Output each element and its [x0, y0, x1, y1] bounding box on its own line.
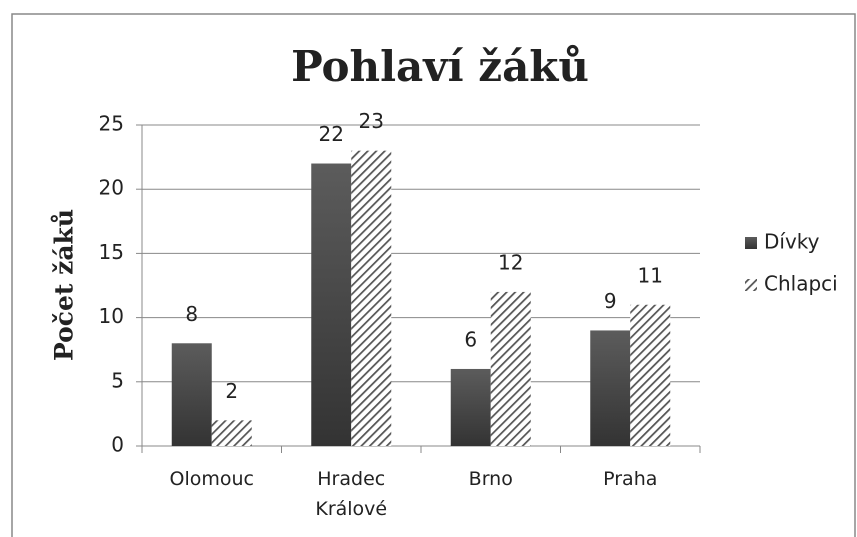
x-tick-label-box: Brno — [468, 468, 513, 490]
legend-label: Dívky — [764, 230, 820, 254]
x-tick-label: Hradec Králové — [315, 468, 388, 520]
bar — [450, 368, 491, 446]
y-tick-label: 10 — [99, 304, 124, 328]
chart-frame — [11, 13, 856, 537]
data-label: 11 — [638, 263, 663, 287]
bar — [171, 343, 212, 446]
x-tick-label-box: Praha — [603, 468, 658, 490]
data-label: 8 — [185, 302, 198, 326]
legend-swatch — [745, 237, 757, 249]
x-tick-label-box: Hradec Králové — [315, 468, 388, 520]
data-label: 23 — [359, 109, 384, 133]
x-tick-label: Brno — [468, 468, 513, 490]
data-label: 12 — [498, 250, 523, 274]
y-tick-label: 0 — [111, 433, 124, 457]
bar — [490, 291, 531, 446]
bar — [311, 163, 352, 446]
chart-title: Pohlaví žáků — [291, 42, 589, 91]
bar — [351, 150, 392, 446]
bar — [590, 330, 631, 446]
data-label: 22 — [319, 122, 344, 146]
data-label: 9 — [604, 289, 617, 313]
data-label: 6 — [464, 327, 477, 351]
legend-label: Chlapci — [764, 272, 838, 296]
data-label: 2 — [225, 379, 238, 403]
x-tick-label: Olomouc — [169, 468, 254, 490]
bar — [630, 304, 671, 446]
y-tick-label: 25 — [99, 112, 124, 136]
legend-swatch — [745, 279, 757, 291]
x-tick-label: Praha — [603, 468, 658, 490]
y-axis-label: Počet žáků — [50, 209, 79, 361]
y-tick-label: 20 — [99, 176, 124, 200]
bar — [211, 420, 252, 446]
x-tick-label-box: Olomouc — [169, 468, 254, 490]
y-tick-label: 5 — [111, 368, 124, 392]
y-tick-label: 15 — [99, 240, 124, 264]
